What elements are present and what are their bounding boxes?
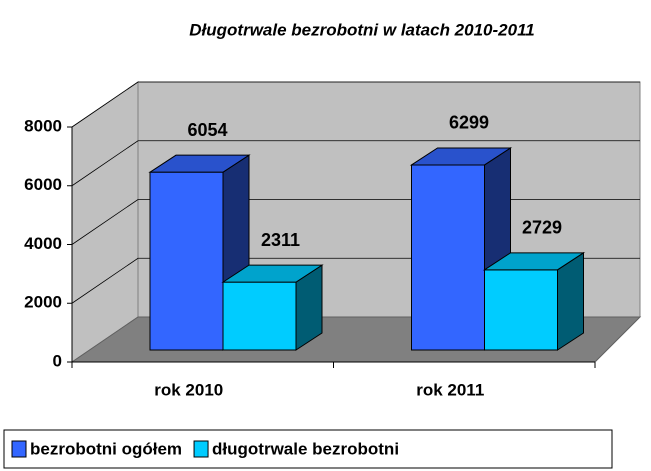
bar-top [148, 154, 251, 173]
data-label: 6054 [187, 120, 227, 140]
bar-front [411, 164, 485, 351]
y-tick-label: 8000 [24, 116, 62, 135]
legend-swatch [193, 440, 209, 458]
x-tick-label: rok 2011 [416, 380, 484, 399]
data-label: 6299 [449, 113, 489, 133]
data-label: 2311 [261, 230, 300, 250]
bar-front [484, 269, 558, 351]
grid-line [71, 140, 640, 187]
chart-title: Długotrwale bezrobotni w latach 2010-201… [189, 20, 534, 39]
legend-swatch [11, 440, 27, 458]
bar-top [221, 264, 324, 283]
data-label: 2729 [522, 218, 562, 238]
bar-front [222, 281, 297, 351]
y-tick-label: 2000 [24, 293, 62, 312]
bar-front [149, 171, 224, 351]
y-tick-label: 6000 [24, 175, 62, 194]
grid-line [71, 81, 640, 128]
legend-label: bezrobotni ogółem [30, 439, 182, 458]
bar-top [482, 252, 586, 271]
legend-box [3, 429, 613, 469]
bar-top [409, 147, 513, 166]
y-tick-label: 4000 [24, 234, 62, 253]
x-tick-label: rok 2010 [154, 380, 223, 399]
legend-label: długotrwale bezrobotni [212, 439, 399, 458]
y-tick-label: 0 [53, 351, 62, 370]
